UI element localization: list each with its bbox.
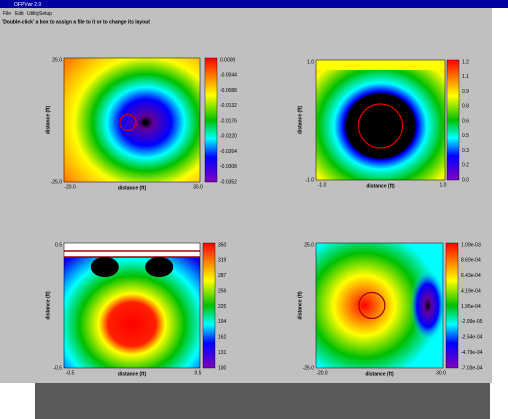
colorbar-label: -0.0352 [220,179,237,185]
band [64,243,200,257]
colorbar [202,242,216,369]
y-tick-label: -1.0 [305,177,314,183]
colorbar-label: -0.0176 [220,118,237,124]
colorbar-label: 0.2 [462,163,469,169]
lobe [409,269,446,342]
y-tick-label: 0.5 [55,242,62,248]
colorbar-label: 225 [218,304,227,310]
y-axis-label: distance (ft) [45,106,51,135]
colorbar-label: 0.5 [462,133,469,139]
x-axis-label: distance (ft) [118,185,147,191]
x-tick-label: 1.0 [440,182,447,188]
colorbar-label: 8.69e-04 [461,258,481,264]
colorbar-label: 0.0 [462,177,469,183]
y-axis-label: distance (ft) [297,106,303,135]
colorbar-label: 1.1 [462,74,469,80]
title-bar [0,0,508,8]
colorbar-label: -7.03e-04 [461,365,483,371]
colorbar-label: -4.79e-04 [461,350,483,356]
x-tick-label: -20.0 [64,184,76,190]
menu-item[interactable]: Edit [15,11,24,17]
colorbar-label: 0.8 [462,104,469,110]
x-tick-label: -20.0 [316,370,328,376]
colorbar-label: -0.0220 [220,134,237,140]
colorbar [204,57,218,183]
x-tick-label: -1.0 [318,182,327,188]
y-tick-label: 1.0 [307,59,314,65]
center [142,119,149,126]
colorbar-label: 0.0000 [220,57,236,63]
colorbar-label: -0.0264 [220,149,237,155]
x-tick-label: 0.5 [195,370,202,376]
colorbar-label: 4.19e-04 [461,288,481,294]
contour [358,291,386,320]
colorbar-label: -2.99e-05 [461,319,483,325]
menu-item[interactable]: File [3,11,11,17]
colorbar [445,242,459,369]
y-tick-label: 25.0 [52,57,62,63]
x-axis-label: distance (ft) [366,183,395,189]
taskbar [35,383,490,419]
x-tick-label: 30.0 [193,184,203,190]
colorbar-label: 256 [218,288,227,294]
y-tick-label: -0.5 [53,365,62,371]
colorbar-label: -0.0044 [220,73,237,79]
plot-frame [63,242,201,369]
x-tick-label: 30.0 [436,370,446,376]
colorbar-label: 287 [218,273,227,279]
colorbar-label: 6.43e-04 [461,273,481,279]
colorbar-label: -0.0308 [220,164,237,170]
colorbar-label: 350 [218,242,227,248]
colorbar-label: 162 [218,335,227,341]
colorbar-label: -0.0132 [220,103,237,109]
plot-frame [315,242,444,369]
contour [119,113,137,132]
y-axis-label: distance (ft) [297,291,303,320]
colorbar-label: 194 [218,319,227,325]
colorbar [446,59,460,181]
window-title: OFPVwr 2.0 [14,2,41,8]
hint: 'Double-click' a box to assign a file to… [2,19,150,25]
plot-area[interactable] [316,60,445,180]
y-tick-label: 25.0 [304,242,314,248]
plot-area[interactable] [64,243,200,368]
colorbar-label: 319 [218,258,227,264]
colorbar-label: 0.3 [462,148,469,154]
colorbar-label: -0.0088 [220,88,237,94]
blob [90,257,119,277]
colorbar-label: -2.54e-04 [461,335,483,341]
plot-frame [63,57,201,183]
colorbar-label: 0.6 [462,118,469,124]
y-axis-label: distance (ft) [45,291,51,320]
colorbar-label: 1.95e-04 [461,304,481,310]
colorbar-label: 100 [218,365,227,371]
y-tick-label: -25.0 [303,365,315,371]
plot-area[interactable] [64,58,200,182]
x-axis-label: distance (ft) [118,371,147,377]
menu-item[interactable]: Setup [39,11,52,17]
band [316,60,445,70]
colorbar-label: 1.2 [462,59,469,65]
x-tick-label: -0.5 [66,370,75,376]
plot-frame [315,59,446,181]
colorbar-label: 0.9 [462,89,469,95]
colorbar-label: 131 [218,350,227,356]
colorbar-label: 1.09e-03 [461,242,481,248]
blob [145,257,174,277]
y-tick-label: -25.0 [51,179,63,185]
menu-item[interactable]: Utility [27,11,40,17]
contour [357,103,404,149]
x-axis-label: distance (ft) [365,371,394,377]
